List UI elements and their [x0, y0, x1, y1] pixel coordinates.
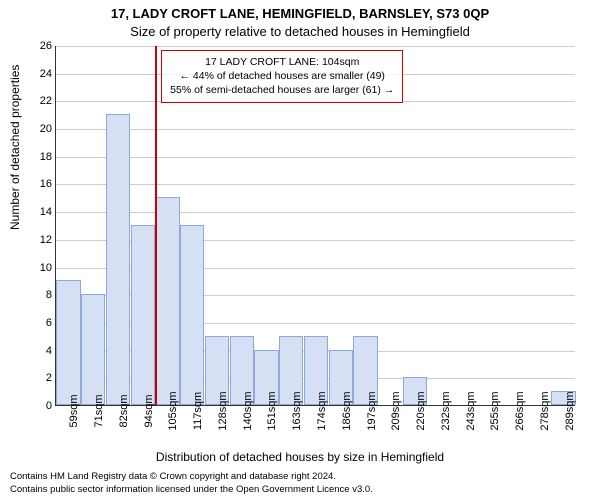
- y-tick-label: 12: [40, 234, 52, 246]
- histogram-bar: [155, 197, 179, 405]
- x-axis-label: Distribution of detached houses by size …: [0, 450, 600, 464]
- gridline-h: [56, 129, 575, 130]
- y-tick-label: 2: [46, 372, 52, 384]
- x-tick-label: 278sqm: [539, 391, 551, 430]
- y-tick-label: 24: [40, 68, 52, 80]
- gridline-h: [56, 157, 575, 158]
- y-axis-label: Number of detached properties: [8, 65, 22, 230]
- annotation-line: 17 LADY CROFT LANE: 104sqm: [170, 55, 394, 69]
- y-tick-label: 26: [40, 40, 52, 52]
- y-tick-label: 0: [46, 400, 52, 412]
- x-tick-label: 232sqm: [440, 391, 452, 430]
- x-tick-label: 289sqm: [564, 391, 576, 430]
- x-tick-label: 151sqm: [266, 391, 278, 430]
- attribution-text: Contains HM Land Registry data © Crown c…: [10, 471, 590, 496]
- y-tick-label: 22: [40, 95, 52, 107]
- y-tick-label: 16: [40, 178, 52, 190]
- x-tick-label: 82sqm: [118, 394, 130, 427]
- x-tick-label: 140sqm: [242, 391, 254, 430]
- histogram-bar: [180, 225, 204, 405]
- histogram-bar: [106, 114, 130, 405]
- x-tick-label: 197sqm: [366, 391, 378, 430]
- annotation-line: 55% of semi-detached houses are larger (…: [170, 83, 394, 97]
- y-tick-label: 6: [46, 317, 52, 329]
- chart-title-main: 17, LADY CROFT LANE, HEMINGFIELD, BARNSL…: [0, 6, 600, 21]
- y-tick-label: 4: [46, 345, 52, 357]
- attribution-line-2: Contains public sector information licen…: [10, 484, 373, 495]
- annotation-line: ← 44% of detached houses are smaller (49…: [170, 69, 394, 83]
- gridline-h: [56, 212, 575, 213]
- histogram-bar: [131, 225, 155, 405]
- histogram-bar: [56, 280, 80, 405]
- x-tick-label: 59sqm: [68, 394, 80, 427]
- chart-title-sub: Size of property relative to detached ho…: [0, 24, 600, 39]
- x-tick-label: 255sqm: [489, 391, 501, 430]
- x-tick-label: 128sqm: [217, 391, 229, 430]
- x-tick-label: 105sqm: [167, 391, 179, 430]
- histogram-bar: [81, 294, 105, 405]
- y-tick-label: 20: [40, 123, 52, 135]
- x-tick-label: 220sqm: [415, 391, 427, 430]
- x-tick-label: 209sqm: [390, 391, 402, 430]
- y-tick-label: 18: [40, 151, 52, 163]
- x-tick-label: 163sqm: [291, 391, 303, 430]
- y-tick-label: 14: [40, 206, 52, 218]
- x-tick-label: 71sqm: [93, 394, 105, 427]
- attribution-line-1: Contains HM Land Registry data © Crown c…: [10, 471, 336, 482]
- x-tick-label: 174sqm: [316, 391, 328, 430]
- x-tick-label: 186sqm: [341, 391, 353, 430]
- x-tick-label: 266sqm: [514, 391, 526, 430]
- y-tick-label: 8: [46, 289, 52, 301]
- x-tick-label: 243sqm: [465, 391, 477, 430]
- x-tick-label: 94sqm: [143, 394, 155, 427]
- annotation-box: 17 LADY CROFT LANE: 104sqm← 44% of detac…: [161, 50, 403, 103]
- reference-line: [155, 46, 157, 405]
- x-tick-label: 117sqm: [192, 392, 204, 430]
- gridline-h: [56, 46, 575, 47]
- y-tick-label: 10: [40, 262, 52, 274]
- gridline-h: [56, 184, 575, 185]
- chart-plot-area: 0246810121416182022242659sqm71sqm82sqm94…: [55, 46, 575, 406]
